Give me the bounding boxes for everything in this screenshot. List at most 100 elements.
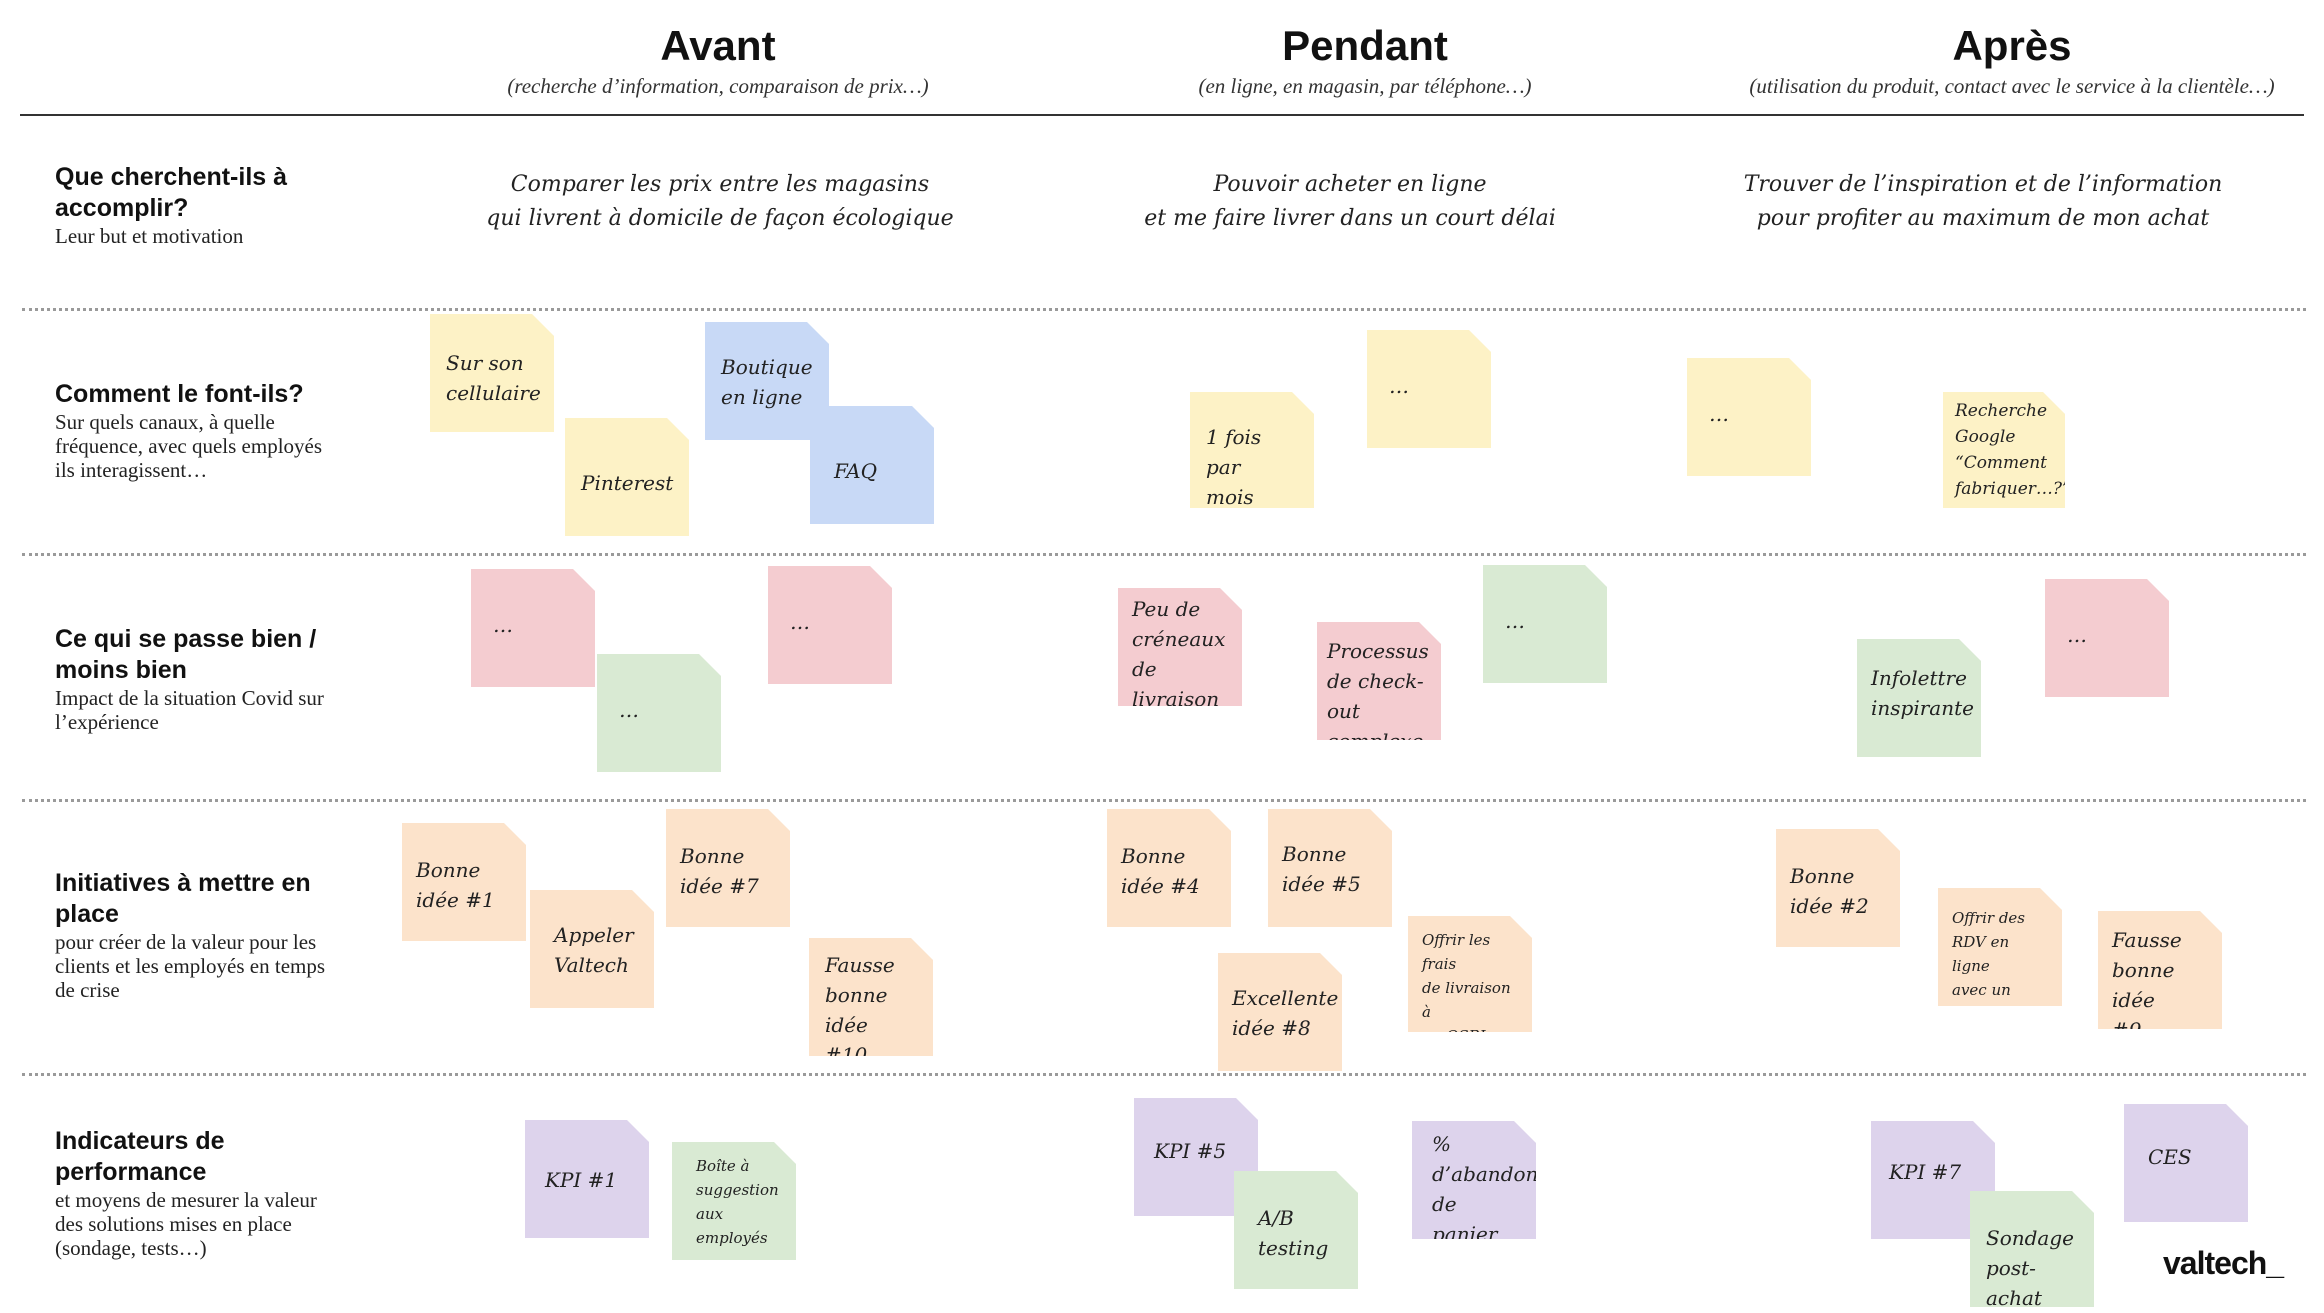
- row-subtitle: pour créer de la valeur pour les clients…: [55, 930, 326, 1002]
- note-line: …: [493, 613, 513, 637]
- note-line: %: [1432, 1132, 1452, 1156]
- sticky-note[interactable]: KPI #7: [1871, 1121, 1995, 1239]
- goal-line: Comparer les prix entre les magasins: [510, 172, 930, 197]
- column-title: Pendant: [1282, 22, 1448, 69]
- goal-line: pour profiter au maximum de mon achat: [1756, 206, 2210, 231]
- note-line: Bonne: [416, 858, 481, 882]
- sticky-note[interactable]: …: [1367, 330, 1491, 448]
- note-line: un OSBL local: [1422, 1027, 1490, 1069]
- row-title: Que cherchent-ils à accomplir?: [55, 163, 288, 222]
- row-divider: [22, 308, 2306, 311]
- sticky-note[interactable]: KPI #1: [525, 1120, 649, 1238]
- row-label-goal: Que cherchent-ils à accomplir? Leur but …: [55, 162, 315, 248]
- column-header-avant: Avant (recherche d’information, comparai…: [288, 22, 1148, 99]
- row-subtitle: et moyens de mesurer la valeur des solut…: [55, 1188, 317, 1260]
- sticky-note[interactable]: …: [768, 566, 892, 684]
- row-title: Ce qui se passe bien / moins bien: [55, 625, 317, 684]
- goal-line: Trouver de l’inspiration et de l’informa…: [1743, 172, 2223, 197]
- note-line: Infolettre: [1871, 666, 1967, 690]
- goal-line: qui livrent à domicile de façon écologiq…: [486, 206, 954, 231]
- note-line: avec un expert: [1952, 981, 2011, 1023]
- note-line: complexe: [1327, 729, 1424, 753]
- sticky-note[interactable]: Bonne idée #7: [666, 809, 790, 927]
- goal-apres: Trouver de l’inspiration et de l’informa…: [1663, 168, 2303, 236]
- note-line: idée #4: [1121, 874, 1200, 898]
- sticky-note[interactable]: …: [1483, 565, 1607, 683]
- row-title: Indicateurs de performance: [55, 1127, 225, 1186]
- note-line: KPI #5: [1154, 1139, 1227, 1163]
- sticky-note[interactable]: Bonne idée #4: [1107, 809, 1231, 927]
- note-line: fabriquer…?”: [1955, 479, 2071, 499]
- sticky-note[interactable]: …: [2045, 579, 2169, 697]
- goal-avant: Comparer les prix entre les magasins qui…: [400, 168, 1040, 236]
- sticky-note[interactable]: Recherche Google “Comment fabriquer…?”: [1943, 392, 2065, 508]
- goal-pendant: Pouvoir acheter en ligne et me faire liv…: [1030, 168, 1670, 236]
- sticky-note[interactable]: 1 fois par mois: [1190, 392, 1314, 508]
- note-line: …: [1389, 374, 1409, 398]
- note-line: d’abandon: [1432, 1162, 1539, 1186]
- note-line: de panier: [1432, 1192, 1498, 1246]
- sticky-note[interactable]: Infolettre inspirante: [1857, 639, 1981, 757]
- note-line: 1 fois par: [1206, 425, 1262, 479]
- row-divider: [22, 1073, 2306, 1076]
- sticky-note[interactable]: Bonne idée #5: [1268, 809, 1392, 927]
- note-line: idée #5: [1282, 872, 1361, 896]
- note-line: Appeler: [554, 923, 634, 947]
- note-line: Boutique: [721, 355, 813, 379]
- sticky-note[interactable]: % d’abandon de panier: [1412, 1121, 1536, 1239]
- sticky-note[interactable]: FAQ: [810, 406, 934, 524]
- note-line: …: [2067, 623, 2087, 647]
- note-line: suggestion: [696, 1181, 779, 1199]
- note-line: de livraison: [1132, 657, 1220, 711]
- sticky-note[interactable]: Peu de créneaux de livraison: [1118, 588, 1242, 706]
- column-subtitle: (recherche d’information, comparaison de…: [507, 74, 929, 98]
- note-line: mois: [1206, 485, 1254, 509]
- note-line: RDV en ligne: [1952, 933, 2010, 975]
- note-line: de livraison à: [1422, 979, 1511, 1021]
- note-line: idée #2: [1790, 894, 1869, 918]
- note-line: idée #1: [416, 888, 495, 912]
- note-line: Sur son: [446, 351, 524, 375]
- note-line: créneaux: [1132, 627, 1226, 651]
- note-line: Processus: [1327, 639, 1429, 663]
- note-line: #9: [2112, 1018, 2142, 1042]
- sticky-note[interactable]: Bonne idée #2: [1776, 829, 1900, 947]
- sticky-note[interactable]: Boîte à suggestion aux employés: [672, 1142, 796, 1260]
- note-line: Excellente: [1232, 986, 1339, 1010]
- sticky-note[interactable]: Fausse bonne idée #9: [2098, 911, 2222, 1029]
- sticky-note[interactable]: Offrir des RDV en ligne avec un expert: [1938, 888, 2062, 1006]
- note-line: Boîte à: [696, 1157, 750, 1175]
- note-line: “Comment: [1955, 453, 2048, 473]
- sticky-note[interactable]: …: [471, 569, 595, 687]
- note-line: Bonne: [680, 844, 745, 868]
- sticky-note[interactable]: Processus de check-out complexe: [1317, 622, 1441, 740]
- column-title: Après: [1952, 22, 2072, 69]
- sticky-note[interactable]: Sur son cellulaire: [430, 314, 554, 432]
- sticky-note[interactable]: CES: [2124, 1104, 2248, 1222]
- sticky-note[interactable]: Boutique en ligne: [705, 322, 829, 440]
- note-line: FAQ: [834, 459, 877, 483]
- sticky-note[interactable]: Sondage post-achat: [1970, 1191, 2094, 1307]
- note-line: A/B: [1258, 1206, 1294, 1230]
- sticky-note[interactable]: Offrir les frais de livraison à un OSBL …: [1408, 916, 1532, 1032]
- sticky-note[interactable]: Pinterest: [565, 418, 689, 536]
- note-line: Offrir les frais: [1422, 931, 1491, 973]
- sticky-note[interactable]: A/B testing: [1234, 1171, 1358, 1289]
- note-line: cellulaire: [446, 381, 541, 405]
- sticky-note[interactable]: …: [597, 654, 721, 772]
- row-label-kpi: Indicateurs de performance et moyens de …: [55, 1126, 317, 1260]
- goal-line: et me faire livrer dans un court délai: [1144, 206, 1556, 231]
- note-line: …: [790, 610, 810, 634]
- sticky-note[interactable]: …: [1687, 358, 1811, 476]
- sticky-note[interactable]: Appeler Valtech: [530, 890, 654, 1008]
- sticky-note[interactable]: Bonne idée #1: [402, 823, 526, 941]
- header-divider: [20, 114, 2304, 116]
- note-line: en ligne: [721, 385, 803, 409]
- note-line: bonne idée: [825, 983, 888, 1037]
- sticky-note[interactable]: Excellente idée #8: [1218, 953, 1342, 1071]
- note-line: aux employés: [696, 1205, 768, 1247]
- row-divider: [22, 553, 2306, 556]
- sticky-note[interactable]: Fausse bonne idée #10: [809, 938, 933, 1056]
- row-divider: [22, 799, 2306, 802]
- row-subtitle: Sur quels canaux, à quelle fréquence, av…: [55, 410, 323, 482]
